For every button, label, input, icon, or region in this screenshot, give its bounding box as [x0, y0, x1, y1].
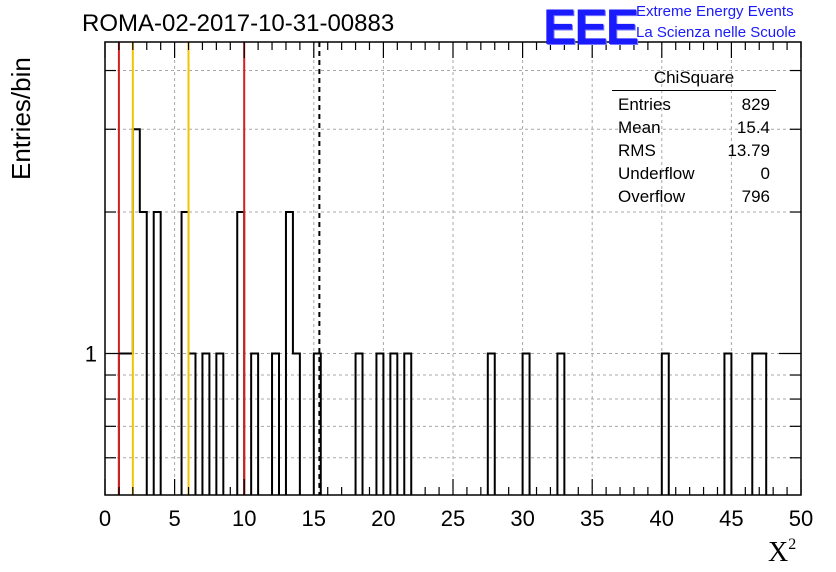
x-axis-label-sup: 2	[788, 536, 797, 553]
histogram-bin	[523, 354, 530, 495]
histogram-bin	[251, 354, 258, 495]
chart-title: ROMA-02-2017-10-31-00883	[82, 10, 395, 37]
histogram-bin	[662, 354, 669, 495]
x-tick-label: 0	[99, 506, 111, 531]
marker-lines	[117, 42, 321, 495]
histogram-bin	[286, 212, 293, 495]
histogram-bin	[356, 354, 363, 495]
histogram-bin	[202, 354, 209, 495]
logo-line-2: La Scienza nelle Scuole	[636, 24, 797, 41]
stats-value: 829	[741, 95, 770, 114]
grid-lines	[105, 42, 801, 495]
x-tick-label: 50	[789, 506, 813, 531]
histogram-bin	[237, 212, 244, 495]
histogram-bin	[126, 354, 133, 495]
histogram-bin	[182, 212, 189, 495]
stats-label: Entries	[618, 95, 671, 114]
histogram-bin	[293, 354, 300, 495]
stats-row-entries: Entries 829	[612, 93, 776, 116]
stats-value: 13.79	[727, 141, 770, 160]
histogram-bin	[272, 354, 279, 495]
histogram-bin	[752, 354, 759, 495]
stats-row-rms: RMS 13.79	[612, 139, 776, 162]
x-axis-label-base: X	[768, 537, 789, 568]
axis-ticks	[104, 42, 802, 495]
stats-label: RMS	[618, 141, 656, 160]
stats-row-overflow: Overflow 796	[612, 185, 776, 208]
x-axis-label: X2	[768, 536, 796, 569]
stats-value: 15.4	[736, 118, 770, 137]
histogram-bin	[376, 354, 383, 495]
histogram-bin	[154, 212, 161, 495]
histogram-bin	[759, 354, 766, 495]
stats-row-mean: Mean 15.4	[612, 116, 776, 139]
stats-label: Mean	[618, 118, 661, 137]
stats-label: Overflow	[618, 187, 686, 206]
histogram-bin	[189, 354, 196, 495]
x-tick-label: 20	[371, 506, 395, 531]
logo-line-1: Extreme Energy Events	[636, 3, 794, 20]
eee-logo: EEE	[543, 0, 639, 55]
tick-labels: 0 5 10 15 20 25 30 35 40 45 50 1	[85, 342, 813, 531]
x-tick-label: 15	[302, 506, 326, 531]
stats-label: Underflow	[618, 164, 695, 183]
histogram-bin	[140, 212, 147, 495]
histogram-bin	[404, 354, 411, 495]
histogram-bin	[488, 354, 495, 495]
histogram-bin	[557, 354, 564, 495]
stats-box: ChiSquare Entries 829 Mean 15.4 RMS 13.7…	[612, 68, 776, 208]
stats-value: 796	[741, 187, 770, 206]
x-tick-label: 5	[168, 506, 180, 531]
histogram-bin	[390, 354, 397, 495]
y-axis-label: Entries/bin	[6, 57, 36, 180]
y-tick-label: 1	[85, 342, 97, 367]
x-tick-label: 25	[441, 506, 465, 531]
x-tick-label: 30	[510, 506, 534, 531]
x-tick-label: 45	[719, 506, 743, 531]
histogram-bin	[133, 129, 140, 495]
x-tick-label: 35	[580, 506, 604, 531]
histogram-bin	[724, 354, 731, 495]
stats-row-underflow: Underflow 0	[612, 162, 776, 185]
stats-value: 0	[760, 164, 770, 183]
histogram-bin	[216, 354, 223, 495]
stats-title: ChiSquare	[612, 68, 776, 91]
x-tick-label: 10	[232, 506, 256, 531]
x-tick-label: 40	[650, 506, 674, 531]
histogram-bin	[119, 354, 126, 495]
